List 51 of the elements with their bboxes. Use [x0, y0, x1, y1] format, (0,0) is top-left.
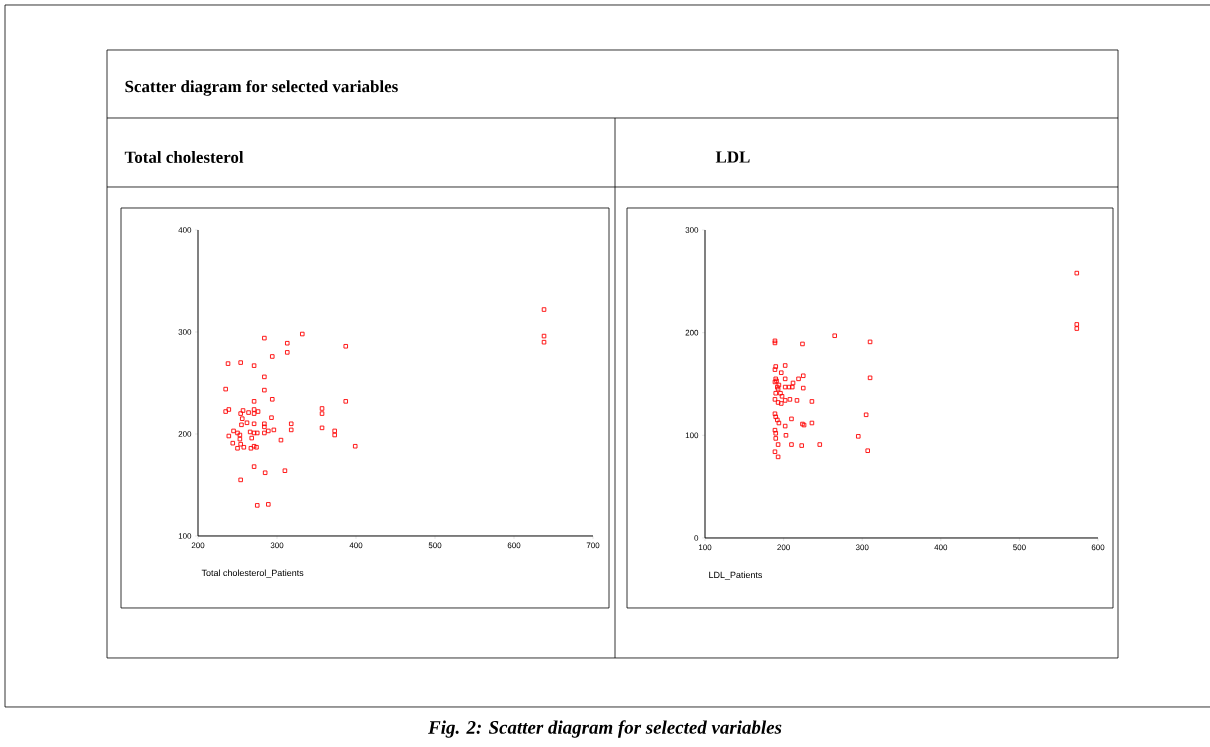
- point: [782, 384, 788, 390]
- point: [779, 401, 784, 406]
- point: [773, 364, 778, 369]
- point: [776, 420, 782, 426]
- point: [856, 434, 861, 439]
- point: [1074, 322, 1080, 327]
- point: [1074, 270, 1080, 276]
- point: [789, 416, 794, 422]
- point: [796, 376, 801, 382]
- point: [775, 442, 781, 447]
- x-axis-title: Total cholesterol_Patients: [201, 569, 304, 578]
- point: [772, 367, 778, 372]
- point: [867, 375, 873, 381]
- point: [794, 398, 800, 403]
- point: [790, 384, 795, 390]
- point: [809, 399, 815, 404]
- point: [778, 390, 783, 396]
- point: [809, 420, 815, 426]
- caption: Fig. 2: Scatter diagram for selected variables: [428, 720, 782, 738]
- point: [787, 397, 793, 402]
- point: [782, 376, 788, 382]
- point: [782, 423, 788, 429]
- point: [775, 400, 781, 405]
- point: [772, 397, 778, 402]
- point: [775, 454, 781, 460]
- point: [773, 390, 778, 396]
- point: [775, 417, 780, 423]
- point: [865, 448, 870, 453]
- point: [773, 431, 778, 436]
- point: [790, 380, 796, 386]
- point: [789, 442, 794, 447]
- point: [782, 398, 788, 403]
- point: [773, 436, 778, 441]
- chart-title: Total cholesterol: [124, 151, 244, 163]
- point: [867, 339, 873, 345]
- chart-title: LDL: [715, 151, 750, 163]
- point: [779, 370, 784, 375]
- point: [1074, 326, 1080, 331]
- point: [863, 412, 869, 418]
- point: [783, 433, 789, 438]
- point: [800, 341, 805, 347]
- point: [773, 414, 778, 420]
- point: [799, 443, 804, 448]
- point: [832, 333, 837, 338]
- text: Scatter diagram for selected variables: [125, 80, 398, 96]
- x-axis-title: LDL_Patients: [709, 571, 763, 580]
- point: [801, 385, 806, 391]
- point: [817, 442, 823, 447]
- point: [782, 363, 788, 368]
- point: [772, 449, 778, 454]
- point: [801, 373, 806, 379]
